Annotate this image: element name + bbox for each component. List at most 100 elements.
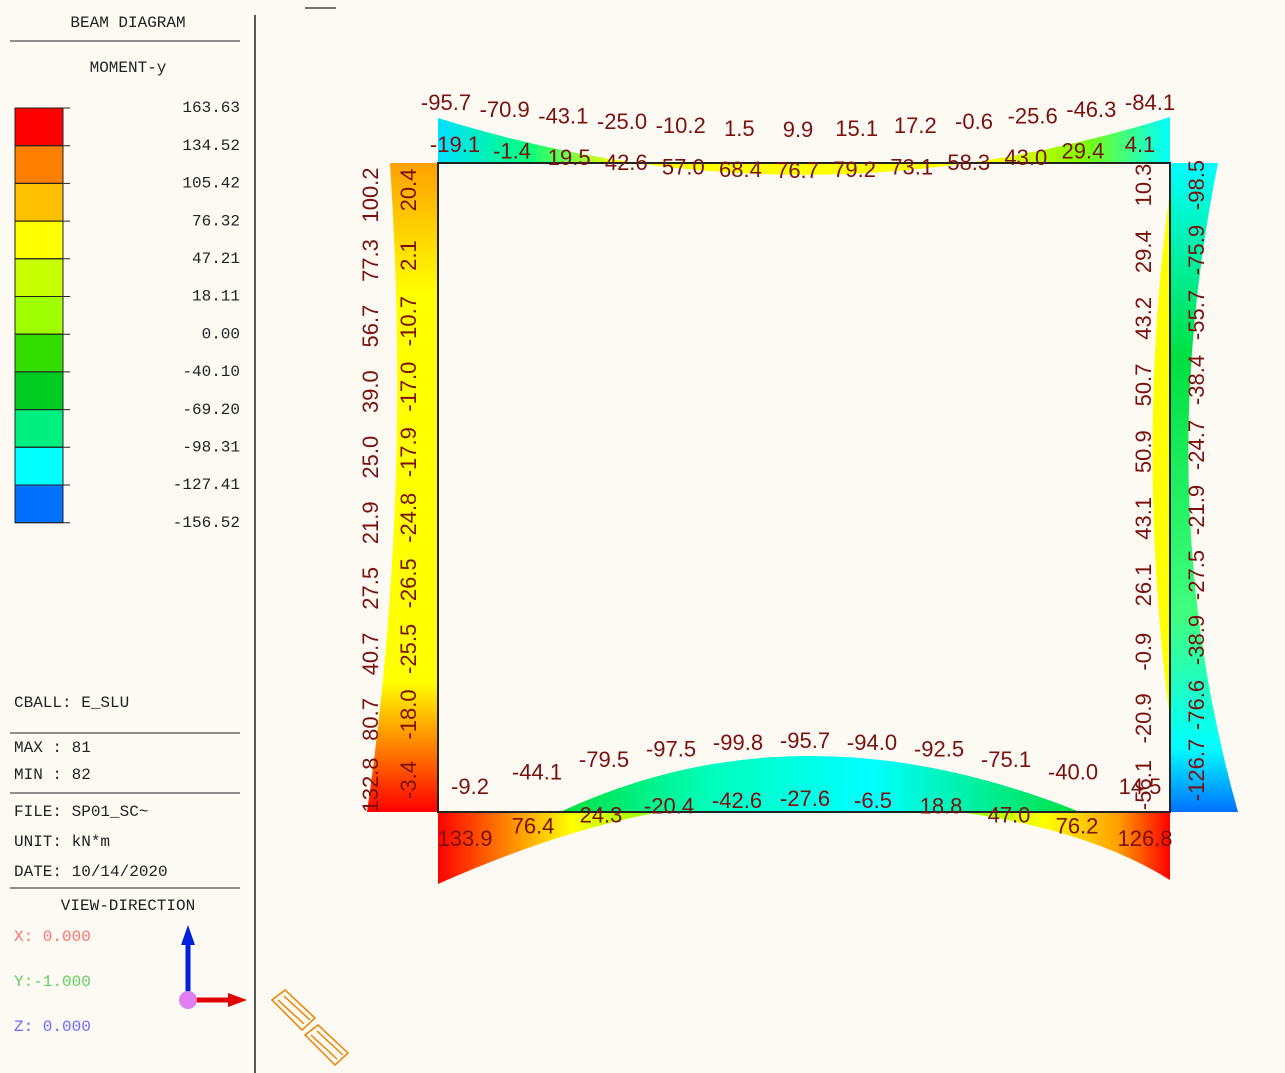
legend-label: -40.10: [182, 363, 240, 381]
moment-label: -43.1: [538, 103, 588, 128]
moment-label: -46.3: [1066, 97, 1116, 122]
legend-band: [14, 333, 64, 373]
legend-label: 134.52: [182, 137, 240, 155]
moment-label: -98.5: [1184, 160, 1209, 210]
moment-label: 20.4: [396, 169, 421, 212]
moment-label: -95.7: [421, 90, 471, 115]
moment-label: -75.9: [1184, 225, 1209, 275]
moment-label: 18.8: [920, 793, 963, 818]
moment-label: 126.8: [1117, 826, 1172, 851]
moment-label: 76.4: [512, 813, 555, 838]
moment-label: 79.2: [833, 157, 876, 182]
moment-label: -38.4: [1184, 355, 1209, 405]
legend: 163.63 134.52 105.42 76.32 47.21 18.11 0.00 -40…: [14, 99, 240, 532]
view-icon: [270, 989, 350, 1067]
moment-label: 1.5: [724, 116, 755, 141]
moment-label: 43.0: [1004, 145, 1047, 170]
legend-band: [14, 145, 64, 184]
moment-label: -25.0: [597, 109, 647, 134]
moment-label: -25.6: [1008, 103, 1058, 128]
moment-label: 80.7: [358, 698, 383, 741]
moment-label: -56.1: [1131, 760, 1156, 810]
view-y: Y:-1.000: [14, 973, 91, 991]
moment-label: -1.4: [493, 139, 531, 164]
axis-x-head: [228, 993, 247, 1007]
legend-label: 76.32: [192, 212, 240, 230]
moment-label: -55.7: [1184, 290, 1209, 340]
info-text: VIEW-DIRECTION: [61, 897, 195, 915]
moment-label: 50.7: [1131, 364, 1156, 407]
moment-label: 10.3: [1131, 164, 1156, 207]
bottom-beam-diagram-mid: [560, 756, 1080, 812]
moment-label: 73.1: [890, 154, 933, 179]
moment-label: -84.1: [1125, 90, 1175, 115]
legend-label: 47.21: [192, 250, 240, 268]
moment-label: 42.6: [605, 150, 648, 175]
moment-label: -79.5: [579, 747, 629, 772]
moment-label: -21.9: [1184, 485, 1209, 535]
legend-band: [14, 258, 64, 297]
moment-label: -10.7: [396, 296, 421, 346]
legend-subtitle: MOMENT-y: [90, 59, 167, 77]
moment-label: 19.5: [548, 145, 591, 170]
top-beam-diagram: [438, 117, 1170, 175]
bottom-beam-diagram-right: [960, 812, 1170, 880]
moment-label: -24.7: [1184, 420, 1209, 470]
view-x: X: 0.000: [14, 928, 91, 946]
moment-label: 14.5: [1119, 774, 1162, 799]
moment-label: 26.1: [1131, 564, 1156, 607]
legend-band: [14, 182, 64, 222]
legend-band: [14, 446, 64, 486]
moment-label: -75.1: [981, 747, 1031, 772]
info-text: MAX : 81: [14, 739, 91, 757]
info-text: CBALL: E_SLU: [14, 694, 129, 712]
legend-label: 105.42: [182, 175, 240, 193]
legend-label: -127.41: [173, 476, 240, 494]
moment-label: 40.7: [358, 632, 383, 675]
moment-label: -44.1: [512, 760, 562, 785]
moment-label: 133.9: [437, 826, 492, 851]
moment-label: 76.7: [776, 158, 819, 183]
moment-label: 17.2: [894, 113, 937, 138]
moment-label: -27.5: [1184, 550, 1209, 600]
moment-label: -92.5: [914, 737, 964, 762]
moment-label: -17.9: [396, 427, 421, 477]
moment-label: 43.2: [1131, 297, 1156, 340]
info-text: MIN : 82: [14, 766, 91, 784]
legend-label: -69.20: [182, 401, 240, 419]
legend-band: [14, 409, 64, 448]
moment-label: 50.9: [1131, 430, 1156, 473]
legend-band: [14, 220, 64, 260]
legend-band: [14, 296, 64, 335]
frame: [437, 162, 1171, 813]
moment-label: 132.8: [358, 757, 383, 812]
moment-label: 24.3: [580, 802, 623, 827]
moment-label: 47.0: [988, 802, 1031, 827]
legend-title: BEAM DIAGRAM: [70, 14, 185, 32]
moment-label: 100.2: [358, 167, 383, 222]
moment-label: -18.0: [396, 689, 421, 739]
moment-label: -10.2: [656, 113, 706, 138]
moment-label: 25.0: [358, 436, 383, 479]
moment-label: 77.3: [358, 239, 383, 282]
moment-label: -6.5: [854, 788, 892, 813]
legend-band: [14, 371, 64, 411]
moment-label: -76.6: [1184, 680, 1209, 730]
moment-label: 43.1: [1131, 497, 1156, 540]
moment-label: -3.4: [396, 761, 421, 799]
moment-label: -0.6: [955, 109, 993, 134]
moment-label: 58.3: [947, 150, 990, 175]
moment-label: 2.1: [396, 240, 421, 271]
moment-label: -20.4: [644, 793, 694, 818]
moment-label: 76.2: [1056, 813, 1099, 838]
moment-label: -19.1: [430, 132, 480, 157]
legend-band: [14, 107, 64, 147]
info-text: FILE: SP01_SC~: [14, 803, 148, 821]
legend-label: 163.63: [182, 99, 240, 117]
moment-label: -38.9: [1184, 615, 1209, 665]
moment-label: 9.9: [783, 117, 814, 142]
moment-label: -17.0: [396, 362, 421, 412]
moment-label: 39.0: [358, 370, 383, 413]
moment-label: 29.4: [1062, 139, 1105, 164]
